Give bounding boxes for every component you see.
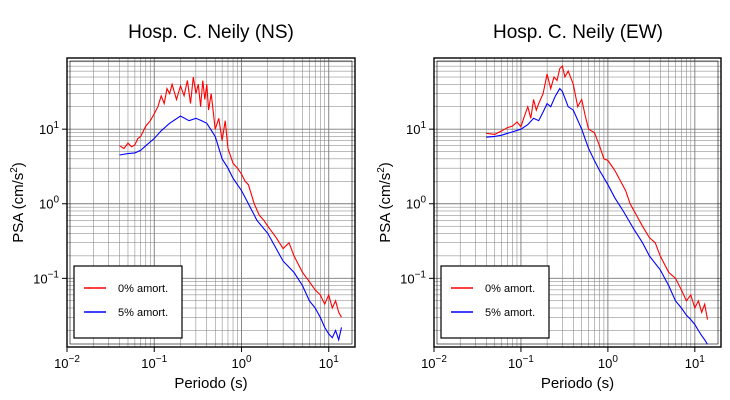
plot-inner-frame (436, 60, 719, 345)
chart-panel-2: 10−2 10−1 100 101 10−1 100 101 Hosp. C. Neily (… (376, 22, 722, 392)
legend: 0% amort. 5% amort. (440, 265, 550, 339)
x-tick-label: 10−2 (421, 354, 447, 371)
chart-title: Hosp. C. Neily (EW) (493, 22, 663, 43)
legend-label: 0% amort. (485, 283, 535, 295)
y-tick-label: 101 (406, 120, 426, 137)
legend-box (440, 265, 550, 339)
plot-frame (66, 57, 356, 348)
series-line-red (119, 76, 342, 318)
x-tick-label: 101 (319, 354, 339, 371)
legend-label: 5% amort. (485, 307, 535, 319)
legend: 0% amort. 5% amort. (73, 265, 183, 339)
legend-label: 0% amort. (118, 283, 168, 295)
y-axis-label: PSA (cm/s2) (9, 162, 27, 243)
y-tick-label: 10−1 (400, 269, 426, 286)
plot-inner-frame (69, 60, 353, 345)
plot-frame (433, 57, 722, 348)
series-line-red (486, 65, 709, 320)
y-axis-label: PSA (cm/s2) (376, 162, 394, 243)
legend-label: 5% amort. (118, 307, 168, 319)
legend-box (73, 265, 183, 339)
x-tick-label: 10−1 (508, 354, 534, 371)
y-tick-label: 10−1 (33, 269, 59, 286)
x-tick-label: 101 (685, 354, 705, 371)
x-tick-label: 100 (231, 354, 251, 371)
chart-panel-1: 10−2 10−1 100 101 10−1 100 101 Hosp. C. Neily (… (9, 22, 356, 392)
series-line-blue (486, 87, 708, 345)
x-axis-label: Periodo (s) (541, 375, 614, 392)
x-tick-label: 10−1 (141, 354, 167, 371)
y-tick-label: 101 (39, 120, 59, 137)
x-axis-label: Periodo (s) (174, 375, 247, 392)
chart-title: Hosp. C. Neily (NS) (128, 22, 294, 43)
x-tick-label: 10−2 (54, 354, 80, 371)
y-tick-label: 100 (406, 195, 426, 212)
x-tick-label: 100 (598, 354, 618, 371)
series-line-blue (119, 115, 343, 342)
y-tick-label: 100 (39, 195, 59, 212)
